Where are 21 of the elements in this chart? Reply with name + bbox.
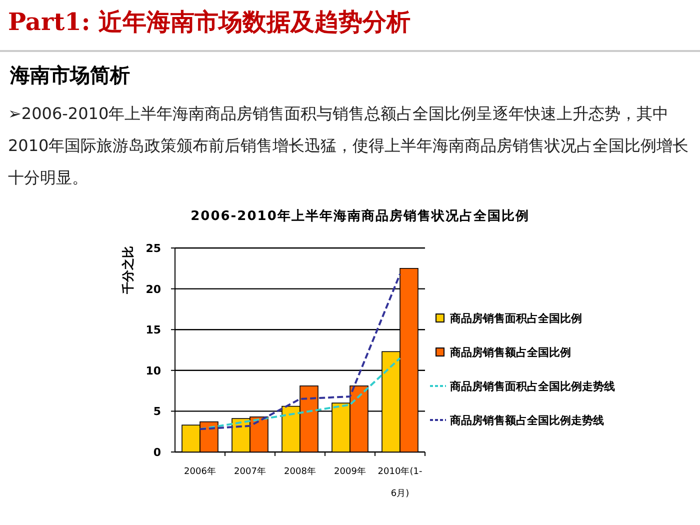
- x-tick-label: 2009年: [334, 466, 366, 477]
- line-series: [199, 273, 401, 430]
- legend-label: 商品房销售面积占全国比例走势线: [449, 380, 615, 393]
- text: Part1: 近年海南市场数据及趋势分析: [8, 6, 411, 38]
- text: 海南市场简析: [10, 62, 130, 89]
- y-axis-title: 千分之比: [121, 246, 135, 295]
- text: ➢2006-2010年上半年海南商品房销售面积与销售总额占全国比例呈逐年快速上升态势，其中2010年国际旅游岛政策颁布前后销售增长迅猛，使得上半年海南商品房销售状况占全国比例增长十分明显。: [8, 103, 690, 189]
- legend-label: 商品房销售额占全国比例: [449, 346, 571, 359]
- chart-title: 2006-2010年上半年海南商品房销售状况占全国比例: [190, 208, 530, 224]
- x-tick-label: 2008年: [284, 466, 316, 477]
- y-tick-label: 0: [153, 446, 162, 459]
- y-tick-label: 15: [146, 324, 161, 337]
- legend-label: 商品房销售面积占全国比例: [449, 312, 582, 325]
- y-tick-label: 25: [146, 242, 161, 255]
- x-tick-label: 2006年: [184, 466, 216, 477]
- y-tick-label: 10: [146, 364, 162, 378]
- x-tick-label: 2007年: [234, 466, 266, 477]
- y-tick-label: 20: [146, 282, 162, 296]
- y-tick-label: 5: [153, 405, 161, 418]
- legend-label: 商品房销售额占全国比例走势线: [449, 414, 604, 427]
- category-label: 2010年(1-6月): [378, 467, 422, 499]
